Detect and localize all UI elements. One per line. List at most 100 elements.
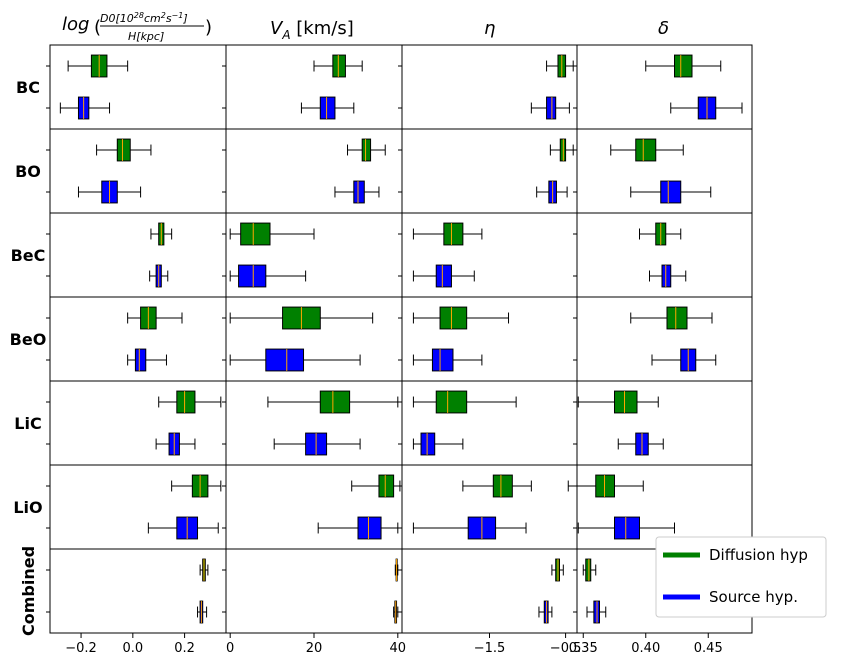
column-title-eta: η <box>484 18 495 39</box>
box-LiO-D-source <box>147 516 219 540</box>
x-tick-label-VA-0: 0 <box>226 641 234 656</box>
box-BO-delta-diffusion <box>610 138 684 162</box>
box-iqr <box>546 96 557 120</box>
box-LiC-D-diffusion <box>158 390 222 414</box>
x-tick-label-VA-2: 40 <box>390 641 407 656</box>
x-tick-label-delta-1: 0.40 <box>631 641 660 656</box>
row-labels: BC BO BeC BeO LiC LiO Combined <box>10 78 47 636</box>
x-tick-label-VA-1: 20 <box>306 641 323 656</box>
legend: Diffusion hyp Source hyp. <box>655 536 827 618</box>
panel-frame <box>401 548 578 634</box>
panel-BeC-eta <box>398 212 578 298</box>
x-tick-labels: −0.2 0.0 0.2 0 20 40 −1.5 −0.50.35 0.40 0.45 <box>65 633 723 656</box>
x-tick-label-D-1: 0.0 <box>122 641 143 656</box>
box-LiC-delta-diffusion <box>577 390 659 414</box>
box-BO-eta-source <box>536 180 568 204</box>
box-BO-VA-source <box>334 180 380 204</box>
box-BO-VA-diffusion <box>347 138 386 162</box>
panel-BC-VA <box>222 44 403 130</box>
panel-BO-D <box>46 128 227 214</box>
row-label-BeO: BeO <box>10 330 47 349</box>
box-BeC-delta-diffusion <box>639 222 682 246</box>
panel-frame <box>225 128 403 214</box>
panel-LiO-delta <box>567 464 753 550</box>
panel-LiO-eta <box>398 464 578 550</box>
box-BeO-eta-source <box>412 348 483 372</box>
box-LiO-D-diffusion <box>171 474 222 498</box>
panel-frame <box>225 548 403 634</box>
panel-BeC-D <box>46 212 227 298</box>
box-iqr <box>357 516 382 540</box>
box-Combined-D-diffusion <box>199 558 209 582</box>
box-BO-delta-source <box>630 180 712 204</box>
box-iqr <box>661 264 672 288</box>
panel-BO-eta <box>398 128 578 214</box>
box-iqr <box>361 138 372 162</box>
box-iqr <box>420 432 436 456</box>
box-BC-D-diffusion <box>67 54 129 78</box>
box-BeO-D-source <box>127 348 167 372</box>
box-LiO-eta-source <box>412 516 527 540</box>
box-iqr <box>443 222 464 246</box>
box-Combined-delta-diffusion <box>582 558 597 582</box>
column-title-va: VA [km/s] <box>270 18 354 42</box>
box-BeC-D-source <box>149 264 169 288</box>
panel-LiO-D <box>46 464 227 550</box>
box-iqr <box>614 516 640 540</box>
box-LiC-VA-source <box>273 432 361 456</box>
box-iqr <box>332 54 346 78</box>
panel-LiC-D <box>46 380 227 466</box>
panel-frame <box>401 212 578 298</box>
panel-frame <box>49 44 227 130</box>
box-iqr <box>595 474 615 498</box>
box-iqr <box>353 180 365 204</box>
box-iqr <box>240 222 271 246</box>
box-BeC-VA-diffusion <box>229 222 315 246</box>
box-iqr <box>176 390 196 414</box>
panel-LiC-delta <box>573 380 753 466</box>
x-tick-label-D-0: −0.2 <box>65 641 97 656</box>
box-iqr <box>666 306 688 330</box>
box-BeC-eta-diffusion <box>412 222 483 246</box>
box-Combined-delta-source <box>586 600 607 624</box>
box-iqr <box>435 390 468 414</box>
box-iqr <box>635 138 657 162</box>
box-iqr <box>134 348 147 372</box>
x-tick-label-eta-0: −1.5 <box>474 641 506 656</box>
box-BeO-VA-source <box>229 348 361 372</box>
box-BO-D-diffusion <box>96 138 152 162</box>
box-BC-eta-source <box>530 96 570 120</box>
box-Combined-VA-diffusion <box>394 558 399 582</box>
box-BO-eta-diffusion <box>549 138 574 162</box>
row-label-Combined: Combined <box>19 546 38 636</box>
panel-BeO-D <box>46 296 227 382</box>
panel-frame <box>49 380 227 466</box>
box-iqr <box>660 180 682 204</box>
row-label-BO: BO <box>15 162 41 181</box>
panel-Combined-VA <box>222 548 403 634</box>
box-iqr <box>439 306 468 330</box>
panel-BC-delta <box>573 44 753 130</box>
row-label-BeC: BeC <box>11 246 46 265</box>
title-log: log <box>62 14 89 35</box>
box-BC-VA-diffusion <box>313 54 363 78</box>
box-BeO-D-diffusion <box>127 306 183 330</box>
box-LiC-delta-source <box>617 432 664 456</box>
panel-BC-eta <box>398 44 578 130</box>
row-label-LiO: LiO <box>13 498 42 517</box>
x-tick-label-eta-1: −0.5 <box>550 641 582 656</box>
plot-grid <box>46 44 753 634</box>
box-iqr <box>435 264 452 288</box>
panel-frame <box>576 44 753 130</box>
box-iqr <box>614 390 638 414</box>
panel-frame <box>576 296 753 382</box>
row-label-LiC: LiC <box>14 414 41 433</box>
box-iqr <box>378 474 395 498</box>
box-BC-delta-source <box>670 96 743 120</box>
box-BeO-eta-diffusion <box>412 306 510 330</box>
box-iqr <box>319 390 351 414</box>
panel-Combined-eta <box>398 548 578 634</box>
box-LiO-VA-diffusion <box>351 474 401 498</box>
x-tick-label-delta-0: 0.35 <box>569 641 598 656</box>
